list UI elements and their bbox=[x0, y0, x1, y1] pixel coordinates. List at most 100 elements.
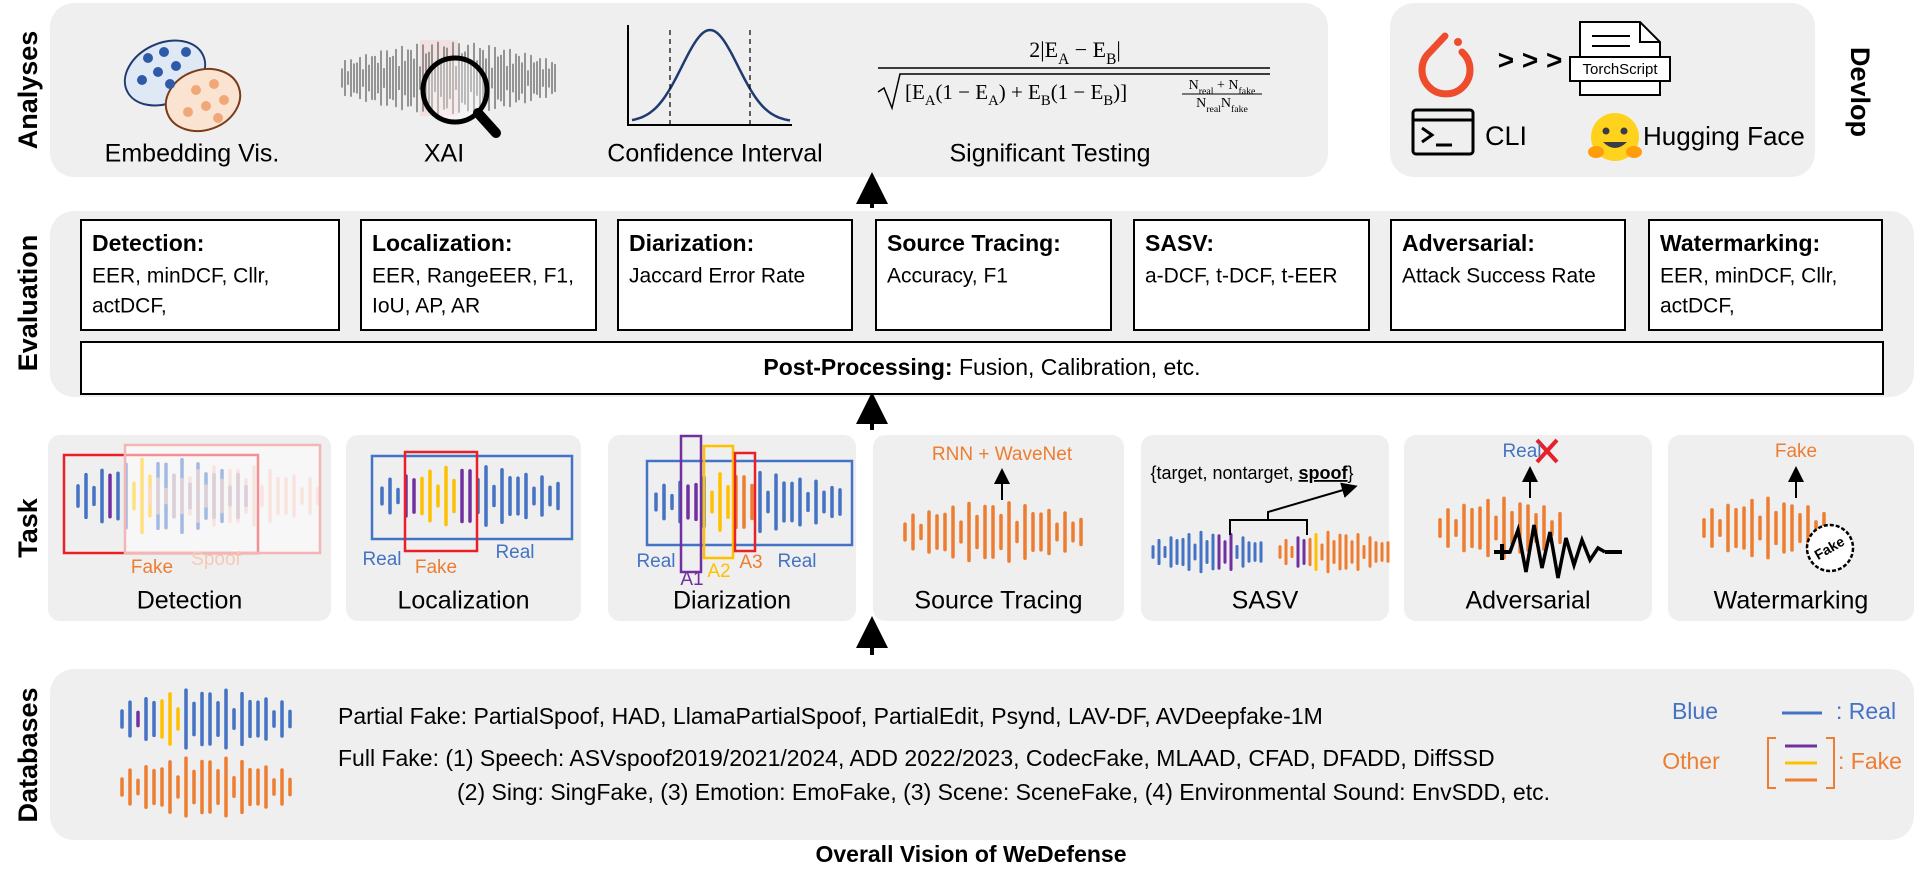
eval-title: Detection: bbox=[92, 230, 204, 256]
legend-label: : Real bbox=[1836, 698, 1896, 724]
eval-metric: EER, minDCF, Cllr, bbox=[1660, 265, 1837, 288]
task-label: Real bbox=[362, 549, 401, 570]
task-label: Real bbox=[495, 542, 534, 563]
eval-metric: Accuracy, F1 bbox=[887, 265, 1008, 288]
magnifier-handle bbox=[473, 108, 501, 138]
eval-metric: Attack Success Rate bbox=[1402, 265, 1596, 288]
eval-title: Diarization: bbox=[629, 230, 754, 256]
legend-label: Other bbox=[1662, 748, 1720, 774]
pp-text: Fusion, Calibration, etc. bbox=[953, 354, 1201, 380]
formula-token: B bbox=[1041, 93, 1051, 109]
task-label: Real bbox=[1502, 441, 1541, 462]
post-processing: Post-Processing: Fusion, Calibration, et… bbox=[763, 354, 1200, 380]
task-label: RNN + WaveNet bbox=[932, 444, 1073, 465]
task-label: Real bbox=[777, 551, 816, 572]
task-name: Localization bbox=[397, 587, 529, 615]
eval-metric: EER, RangeEER, F1, bbox=[372, 265, 574, 288]
database-icons bbox=[120, 688, 1835, 818]
eval-title: SASV: bbox=[1145, 230, 1214, 256]
eval-title: Localization: bbox=[372, 230, 513, 256]
eval-box bbox=[617, 219, 853, 331]
pp-label: Post-Processing: bbox=[763, 354, 952, 380]
a1-box bbox=[679, 434, 703, 574]
badge bbox=[1805, 523, 1855, 573]
formula-token: ) + E bbox=[999, 80, 1041, 104]
formula-token: N bbox=[1189, 78, 1199, 93]
eval-metric: EER, minDCF, Cllr, bbox=[92, 265, 269, 288]
formula-token: A bbox=[925, 93, 936, 109]
torchscript-label: TorchScript bbox=[1582, 61, 1658, 78]
formula-part: 2|EA​ − EB​| bbox=[1029, 37, 1121, 68]
formula-token: real bbox=[1199, 86, 1214, 97]
task-label: Fake bbox=[1775, 441, 1817, 462]
formula-token: 2|E bbox=[1029, 37, 1058, 62]
section-label: Task bbox=[13, 497, 43, 558]
plus-minus bbox=[1494, 544, 1622, 560]
task-label: A2 bbox=[707, 561, 730, 582]
legend-label: : Fake bbox=[1838, 748, 1902, 774]
section-label: Databases bbox=[13, 687, 43, 822]
eval-box bbox=[1133, 219, 1370, 331]
eval-box bbox=[360, 219, 597, 331]
formula-token: A bbox=[988, 93, 999, 109]
sasv-token: } bbox=[1348, 463, 1354, 483]
task-name: Diarization bbox=[673, 587, 791, 615]
eval-box bbox=[1648, 219, 1883, 331]
magnifier bbox=[420, 55, 490, 125]
pytorch-icon bbox=[1418, 32, 1474, 98]
formula-token: fake bbox=[1238, 86, 1256, 97]
torchscript-icon bbox=[1569, 21, 1671, 96]
db-full: Full Fake: (1) Speech: ASVspoof2019/2021… bbox=[338, 745, 1495, 771]
formula-part: [EA​(1 − EA​) + EB​(1 − EB​)] bbox=[905, 80, 1127, 110]
eval-title: Source Tracing: bbox=[887, 230, 1061, 256]
task-name: Source Tracing bbox=[914, 587, 1082, 615]
section-label: Devlop bbox=[1845, 47, 1875, 137]
a3-box bbox=[733, 451, 757, 553]
ci-icon bbox=[627, 25, 792, 126]
task-label: A3 bbox=[739, 552, 762, 573]
formula-token: B bbox=[1103, 93, 1113, 109]
hugging-face-icon bbox=[1588, 113, 1642, 161]
formula-token: N bbox=[1221, 96, 1231, 111]
real-box bbox=[370, 454, 574, 541]
db-full: (2) Sing: SingFake, (3) Emotion: EmoFake… bbox=[457, 779, 1550, 805]
caption: Overall Vision of WeDefense bbox=[815, 841, 1126, 867]
task-name: SASV bbox=[1232, 587, 1299, 615]
task-label: Fake bbox=[415, 557, 457, 578]
task-name: Detection bbox=[137, 587, 243, 615]
a2-box bbox=[702, 444, 735, 560]
eval-box bbox=[80, 219, 340, 331]
real-box bbox=[645, 459, 854, 547]
analysis-label: Confidence Interval bbox=[607, 140, 822, 168]
chevrons: > > > bbox=[1498, 44, 1563, 75]
formula-token: fake bbox=[1231, 104, 1249, 115]
task-panel bbox=[873, 435, 1124, 621]
formula-token: (1 − E bbox=[1051, 80, 1104, 104]
eval-metric: actDCF, bbox=[92, 295, 167, 318]
formula-token: + N bbox=[1213, 78, 1238, 93]
eval-box bbox=[875, 219, 1112, 331]
cli-icon bbox=[1411, 108, 1475, 156]
formula-token: (1 − E bbox=[935, 80, 988, 104]
eval-title: Adversarial: bbox=[1402, 230, 1535, 256]
fake-box bbox=[403, 450, 479, 553]
task-panels: {target, nontarget, spoof} bbox=[48, 434, 1914, 621]
post-processing-box bbox=[80, 341, 1884, 395]
db-partial: Partial Fake: PartialSpoof, HAD, LlamaPa… bbox=[338, 703, 1323, 729]
formula-token: real bbox=[1206, 104, 1221, 115]
bracket bbox=[1229, 488, 1350, 535]
task-label: Spoof bbox=[191, 549, 241, 570]
task-label: Real bbox=[636, 551, 675, 572]
evaluation-boxes bbox=[80, 219, 1884, 395]
sqrt-sign bbox=[877, 73, 1270, 111]
sasv-token: {target, nontarget, bbox=[1150, 463, 1298, 483]
task-panel bbox=[1141, 435, 1389, 621]
formula-part: Nreal​ + Nfake​ bbox=[1189, 78, 1256, 97]
spoof-box bbox=[123, 443, 322, 555]
formula-token: )] bbox=[1113, 80, 1127, 104]
formula-token: B bbox=[1106, 51, 1116, 68]
task-name: Watermarking bbox=[1714, 587, 1869, 615]
hf-label: Hugging Face bbox=[1643, 121, 1805, 151]
